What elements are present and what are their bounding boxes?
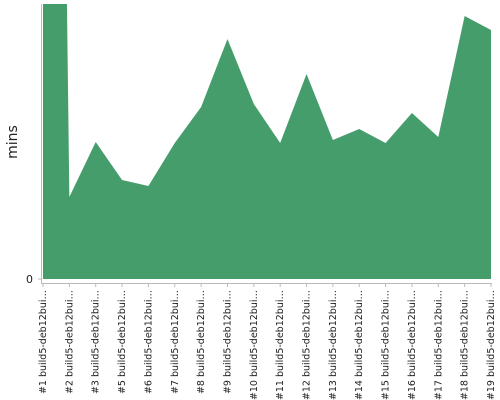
x-tick-label: #17 build5-deb12bui… <box>433 290 444 400</box>
x-tick-label: #2 build5-deb12bui… <box>64 290 75 394</box>
x-tick-label: #10 build5-deb12bui… <box>249 290 260 400</box>
area <box>43 4 491 279</box>
x-tick-label: #18 build5-deb12bui… <box>460 290 471 400</box>
y-axis-label: mins <box>5 125 21 159</box>
x-tick-label: #8 build5-deb12bui… <box>196 290 207 394</box>
x-tick-label: #7 build5-deb12bui… <box>170 290 181 394</box>
x-tick-label: #14 build5-deb12bui… <box>354 290 365 400</box>
x-tick-label: #19 build5-deb12bui… <box>486 290 497 400</box>
x-tick-label: #1 build5-deb12bui… <box>38 290 49 394</box>
x-tick-label: #6 build5-deb12bui… <box>143 290 154 394</box>
x-tick-label: #13 build5-deb12bui… <box>328 290 339 400</box>
x-tick-label: #9 build5-deb12bui… <box>222 290 233 394</box>
y-tick-label: 0 <box>26 273 33 286</box>
x-tick-label: #15 build5-deb12bui… <box>381 290 392 400</box>
x-tick-label: #12 build5-deb12bui… <box>302 290 313 400</box>
plot-area <box>43 4 491 279</box>
x-tick-label: #11 build5-deb12bui… <box>275 290 286 400</box>
x-tick-label: #5 build5-deb12bui… <box>117 290 128 394</box>
x-tick-label: #3 build5-deb12bui… <box>91 290 102 394</box>
x-tick-label: #16 build5-deb12bui… <box>407 290 418 400</box>
